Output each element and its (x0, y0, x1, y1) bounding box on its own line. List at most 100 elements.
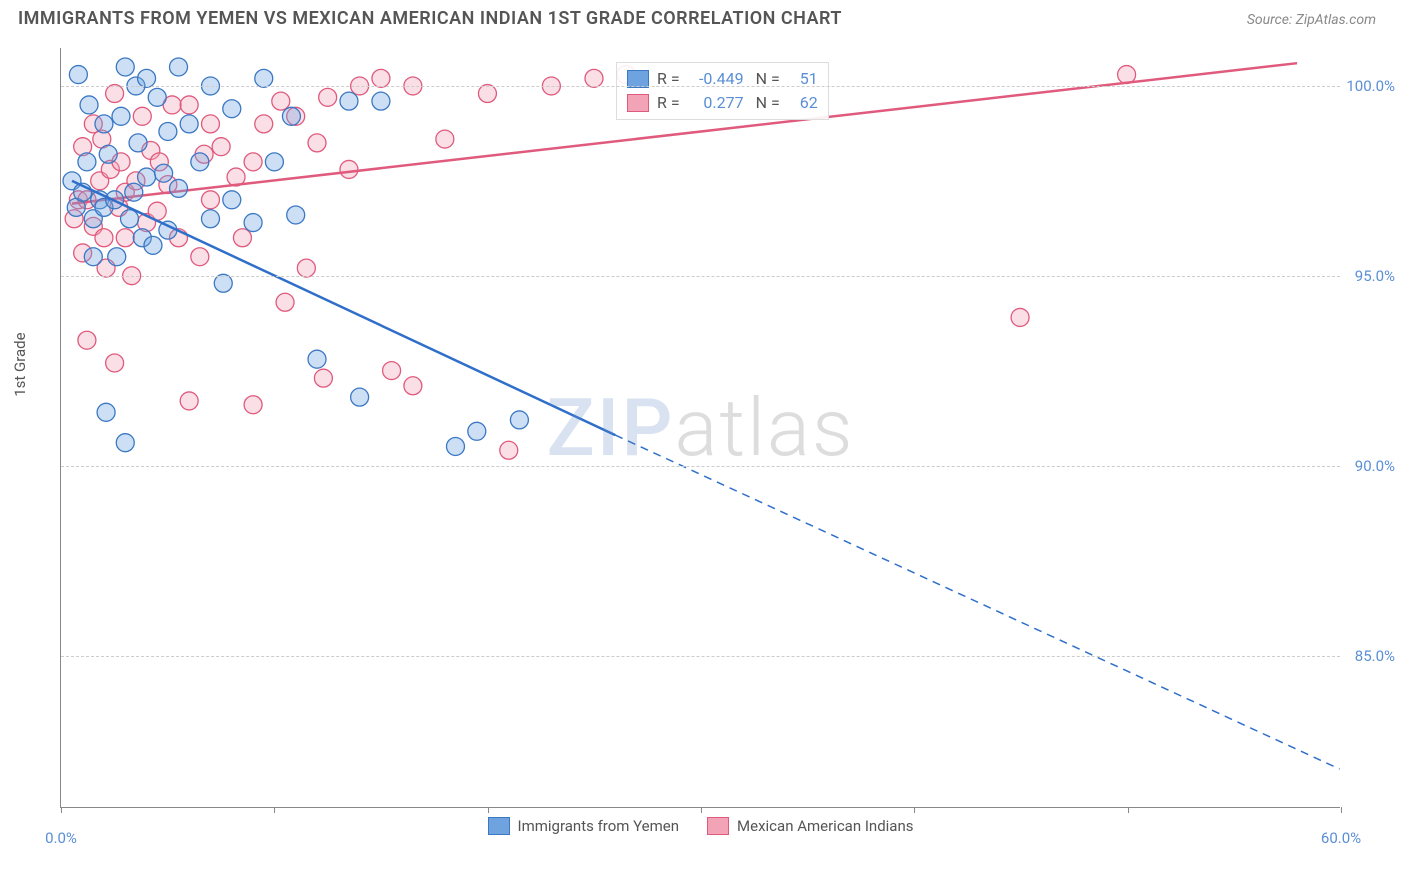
data-point (276, 293, 294, 311)
data-point (170, 58, 188, 76)
y-axis-title: 1st Grade (11, 332, 29, 396)
data-point (212, 138, 230, 156)
data-point (255, 115, 273, 133)
data-point (95, 229, 113, 247)
data-point (244, 153, 262, 171)
data-point (78, 153, 96, 171)
data-point (180, 96, 198, 114)
trend-line (72, 181, 615, 435)
gridline (61, 656, 1340, 657)
x-tick (701, 807, 702, 813)
data-point (255, 69, 273, 87)
x-tick (61, 807, 62, 813)
data-point (125, 183, 143, 201)
legend-row-series-0: R = -0.449 N = 51 (627, 67, 818, 91)
data-point (223, 100, 241, 118)
data-point (144, 236, 162, 254)
x-tick-label: 0.0% (45, 829, 77, 847)
data-point (69, 66, 87, 84)
data-point (99, 145, 117, 163)
data-point (510, 411, 528, 429)
swatch-series-1 (627, 94, 649, 112)
y-tick-label: 95.0% (1355, 267, 1395, 285)
data-point (201, 210, 219, 228)
x-tick (488, 807, 489, 813)
trend-line-extrapolated (615, 435, 1339, 769)
x-tick (274, 807, 275, 813)
data-point (170, 179, 188, 197)
data-point (314, 369, 332, 387)
data-point (478, 85, 496, 103)
y-tick-label: 100.0% (1346, 77, 1395, 95)
x-tick (1341, 807, 1342, 813)
data-point (436, 130, 454, 148)
gridline (61, 466, 1340, 467)
data-point (468, 422, 486, 440)
data-point (223, 191, 241, 209)
chart-svg (61, 48, 1340, 807)
data-point (116, 58, 134, 76)
gridline (61, 86, 1340, 87)
data-point (108, 248, 126, 266)
data-point (351, 388, 369, 406)
swatch-bottom-0 (488, 817, 510, 835)
data-point (244, 396, 262, 414)
data-point (404, 377, 422, 395)
data-point (233, 229, 251, 247)
data-point (116, 229, 134, 247)
data-point (191, 248, 209, 266)
data-point (97, 403, 115, 421)
data-point (1011, 308, 1029, 326)
data-point (180, 115, 198, 133)
data-point (116, 434, 134, 452)
r-value-0: -0.449 (688, 67, 744, 91)
n-value-0: 51 (788, 67, 818, 91)
swatch-bottom-1 (707, 817, 729, 835)
data-point (201, 115, 219, 133)
x-tick-label: 60.0% (1321, 829, 1361, 847)
data-point (287, 206, 305, 224)
x-tick (914, 807, 915, 813)
data-point (191, 153, 209, 171)
data-point (383, 362, 401, 380)
n-value-1: 62 (788, 91, 818, 115)
data-point (95, 115, 113, 133)
gridline (61, 276, 1340, 277)
r-value-1: 0.277 (688, 91, 744, 115)
data-point (138, 69, 156, 87)
data-point (78, 331, 96, 349)
data-point (265, 153, 283, 171)
data-point (340, 92, 358, 110)
series-legend: Immigrants from Yemen Mexican American I… (488, 817, 914, 835)
data-point (148, 88, 166, 106)
data-point (585, 69, 603, 87)
data-point (80, 96, 98, 114)
legend-label-1: Mexican American Indians (737, 817, 913, 835)
correlation-legend: R = -0.449 N = 51 R = 0.277 N = 62 (616, 62, 829, 120)
data-point (244, 214, 262, 232)
data-point (372, 92, 390, 110)
data-point (340, 160, 358, 178)
source-label: Source: ZipAtlas.com (1247, 12, 1376, 28)
data-point (138, 168, 156, 186)
plot-area: ZIPatlas R = -0.449 N = 51 R = 0.277 N =… (60, 48, 1340, 808)
data-point (201, 191, 219, 209)
legend-label-0: Immigrants from Yemen (518, 817, 680, 835)
data-point (106, 354, 124, 372)
data-point (112, 107, 130, 125)
legend-item-0: Immigrants from Yemen (488, 817, 680, 835)
data-point (372, 69, 390, 87)
data-point (272, 92, 290, 110)
data-point (308, 350, 326, 368)
data-point (500, 441, 518, 459)
data-point (129, 134, 147, 152)
data-point (282, 107, 300, 125)
y-tick-label: 85.0% (1355, 647, 1395, 665)
data-point (106, 85, 124, 103)
data-point (308, 134, 326, 152)
data-point (297, 259, 315, 277)
data-point (155, 164, 173, 182)
data-point (319, 88, 337, 106)
legend-row-series-1: R = 0.277 N = 62 (627, 91, 818, 115)
data-point (133, 107, 151, 125)
